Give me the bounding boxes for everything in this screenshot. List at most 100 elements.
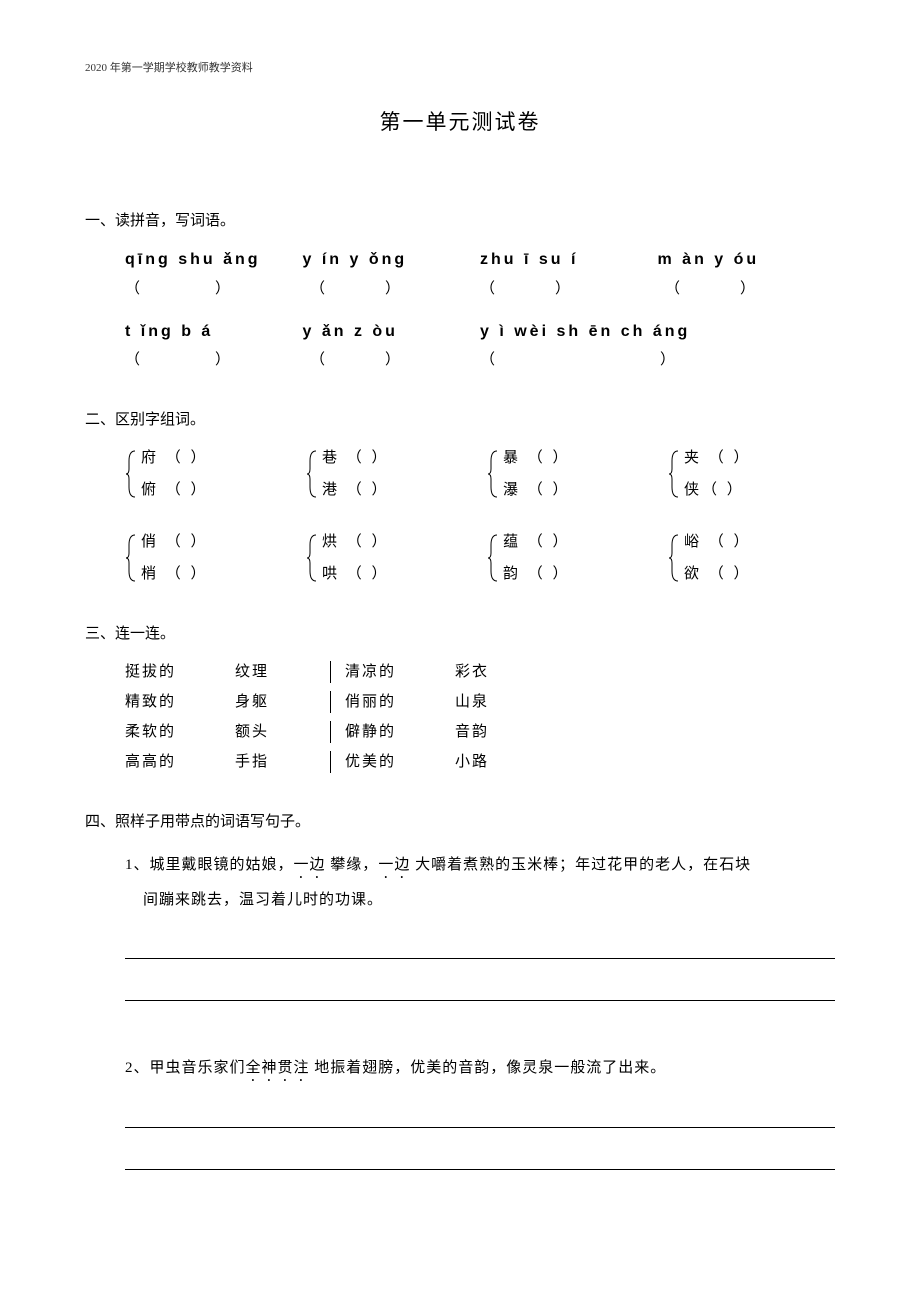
divider-icon: [315, 691, 345, 713]
char-top: 峪 （ ）: [684, 530, 752, 554]
q2-write-line-1: [125, 1104, 835, 1128]
char-pair: 蕴 （ ） 韵 （ ）: [487, 530, 654, 586]
char-pair-content: 巷 （ ） 港 （ ）: [322, 446, 390, 502]
match-d: 小路: [455, 750, 535, 774]
paren-1-4: （ ）: [658, 277, 836, 301]
sentence-q2: 2、甲虫音乐家们全神贯注 地振着翅膀，优美的音韵，像灵泉一般流了出来。: [125, 1051, 835, 1170]
char-bot: 梢 （ ）: [141, 562, 209, 586]
char-group-row-2: 俏 （ ） 梢 （ ） 烘 （ ） 哄 （ ） 蕴 （ ） 韵 （ ） 峪 （ ） 欲 （ ）: [125, 530, 835, 586]
pinyin-row-2: t ǐng b á y ǎn z òu y ì wèi sh ēn ch áng: [125, 319, 835, 345]
char-pair: 夹 （ ） 侠（ ）: [668, 446, 835, 502]
match-a: 高高的: [125, 750, 235, 774]
char-pair-content: 俏 （ ） 梢 （ ）: [141, 530, 209, 586]
pinyin-1-3: zhu ī su í: [480, 247, 658, 273]
paren-row-1: （ ） （ ） （ ） （ ）: [125, 277, 835, 301]
match-d: 彩衣: [455, 660, 535, 684]
section-3: 三、连一连。 挺拔的纹理清凉的彩衣精致的身躯俏丽的山泉柔软的额头 僻静的音韵高高的…: [85, 622, 835, 774]
header-note: 2020 年第一学期学校教师教学资料: [85, 60, 835, 78]
match-row: 高高的手指 优美的小路: [125, 750, 835, 774]
divider-icon: [315, 751, 345, 773]
left-brace-icon: [125, 449, 137, 499]
char-bot: 侠（ ）: [684, 478, 752, 502]
char-bot: 港 （ ）: [322, 478, 390, 502]
section-2-heading: 二、区别字组词。: [85, 408, 835, 432]
char-pair: 巷 （ ） 港 （ ）: [306, 446, 473, 502]
match-row: 柔软的额头 僻静的音韵: [125, 720, 835, 744]
char-top: 俏 （ ）: [141, 530, 209, 554]
match-c: 清凉的: [345, 660, 455, 684]
match-b: 额头: [235, 720, 315, 744]
left-brace-icon: [668, 533, 680, 583]
brace-icon: [668, 530, 680, 586]
char-pair-content: 暴 （ ） 瀑 （ ）: [503, 446, 571, 502]
q2-text: 2、甲虫音乐家们全神贯注 地振着翅膀，优美的音韵，像灵泉一般流了出来。: [125, 1051, 835, 1086]
section-4-heading: 四、照样子用带点的词语写句子。: [85, 810, 835, 834]
section-2: 二、区别字组词。 府 （ ） 俯 （ ） 巷 （ ） 港 （ ） 暴 （ ） 瀑 （ ） 夹…: [85, 408, 835, 586]
pinyin-row-1: qīng shu ǎng y ín y ǒng zhu ī su í m àn …: [125, 247, 835, 273]
q1-write-line-2: [125, 977, 835, 1001]
left-brace-icon: [306, 533, 318, 583]
char-pair-content: 蕴 （ ） 韵 （ ）: [503, 530, 571, 586]
char-top: 巷 （ ）: [322, 446, 390, 470]
paren-2-2: （ ）: [303, 348, 481, 372]
match-a: 柔软的: [125, 720, 235, 744]
section-3-heading: 三、连一连。: [85, 622, 835, 646]
match-c: 僻静的: [345, 720, 455, 744]
q1-num: 1、: [125, 857, 150, 873]
brace-icon: [487, 530, 499, 586]
char-top: 府 （ ）: [141, 446, 209, 470]
char-top: 蕴 （ ）: [503, 530, 571, 554]
char-pair: 府 （ ） 俯 （ ）: [125, 446, 292, 502]
match-b: 手指: [235, 750, 315, 774]
left-brace-icon: [668, 449, 680, 499]
pinyin-1-4: m àn y óu: [658, 247, 836, 273]
match-d: 山泉: [455, 690, 535, 714]
section-1: 一、读拼音，写词语。 qīng shu ǎng y ín y ǒng zhu ī…: [85, 209, 835, 372]
q1-emph-2: 一边: [378, 857, 410, 873]
pinyin-1-1: qīng shu ǎng: [125, 247, 303, 273]
char-pair: 俏 （ ） 梢 （ ）: [125, 530, 292, 586]
left-brace-icon: [487, 533, 499, 583]
char-top: 烘 （ ）: [322, 530, 390, 554]
match-row: 挺拔的纹理清凉的彩衣: [125, 660, 835, 684]
q1-line2: 间蹦来跳去，温习着儿时的功课。: [125, 883, 835, 918]
match-row: 精致的身躯俏丽的山泉: [125, 690, 835, 714]
paren-1-1: （ ）: [125, 277, 303, 301]
match-c: 优美的: [345, 750, 455, 774]
pinyin-1-2: y ín y ǒng: [303, 247, 481, 273]
char-bot: 韵 （ ）: [503, 562, 571, 586]
char-top: 夹 （ ）: [684, 446, 752, 470]
char-pair-content: 夹 （ ） 侠（ ）: [684, 446, 752, 502]
match-a: 精致的: [125, 690, 235, 714]
match-content: 挺拔的纹理清凉的彩衣精致的身躯俏丽的山泉柔软的额头 僻静的音韵高高的手指 优美的小路: [85, 660, 835, 774]
char-pair: 暴 （ ） 瀑 （ ）: [487, 446, 654, 502]
char-bot: 俯 （ ）: [141, 478, 209, 502]
match-d: 音韵: [455, 720, 535, 744]
paren-row-2: （ ） （ ） （ ）: [125, 348, 835, 372]
char-top: 暴 （ ）: [503, 446, 571, 470]
q1-write-line-1: [125, 935, 835, 959]
char-pair-content: 峪 （ ） 欲 （ ）: [684, 530, 752, 586]
char-group-row-1: 府 （ ） 俯 （ ） 巷 （ ） 港 （ ） 暴 （ ） 瀑 （ ） 夹 （ ） 侠（ ）: [125, 446, 835, 502]
q2-write-line-2: [125, 1146, 835, 1170]
paren-2-3: （ ）: [480, 348, 835, 372]
q1-mid2: 大嚼着煮熟的玉米棒；年过花甲的老人，在石块: [410, 857, 751, 873]
char-bot: 哄 （ ）: [322, 562, 390, 586]
q1-emph-1: 一边: [294, 857, 326, 873]
q2-emph: 全神贯注: [246, 1060, 310, 1076]
brace-icon: [125, 530, 137, 586]
brace-icon: [125, 446, 137, 502]
q2-num: 2、: [125, 1060, 150, 1076]
sentence-content: 1、城里戴眼镜的姑娘，一边 攀缘，一边 大嚼着煮熟的玉米棒；年过花甲的老人，在石…: [85, 848, 835, 1170]
section-4: 四、照样子用带点的词语写句子。 1、城里戴眼镜的姑娘，一边 攀缘，一边 大嚼着煮…: [85, 810, 835, 1170]
char-pair-content: 烘 （ ） 哄 （ ）: [322, 530, 390, 586]
page-title: 第一单元测试卷: [85, 106, 835, 140]
char-pair: 峪 （ ） 欲 （ ）: [668, 530, 835, 586]
q1-text: 1、城里戴眼镜的姑娘，一边 攀缘，一边 大嚼着煮熟的玉米棒；年过花甲的老人，在石…: [125, 848, 835, 883]
brace-icon: [668, 446, 680, 502]
char-groups: 府 （ ）俯 （ ）巷 （ ）港 （ ）暴 （ ）瀑 （ ）夹 （ ）侠（ ） …: [85, 446, 835, 586]
char-pair: 烘 （ ） 哄 （ ）: [306, 530, 473, 586]
char-bot: 瀑 （ ）: [503, 478, 571, 502]
char-bot: 欲 （ ）: [684, 562, 752, 586]
pinyin-2-1: t ǐng b á: [125, 319, 303, 345]
